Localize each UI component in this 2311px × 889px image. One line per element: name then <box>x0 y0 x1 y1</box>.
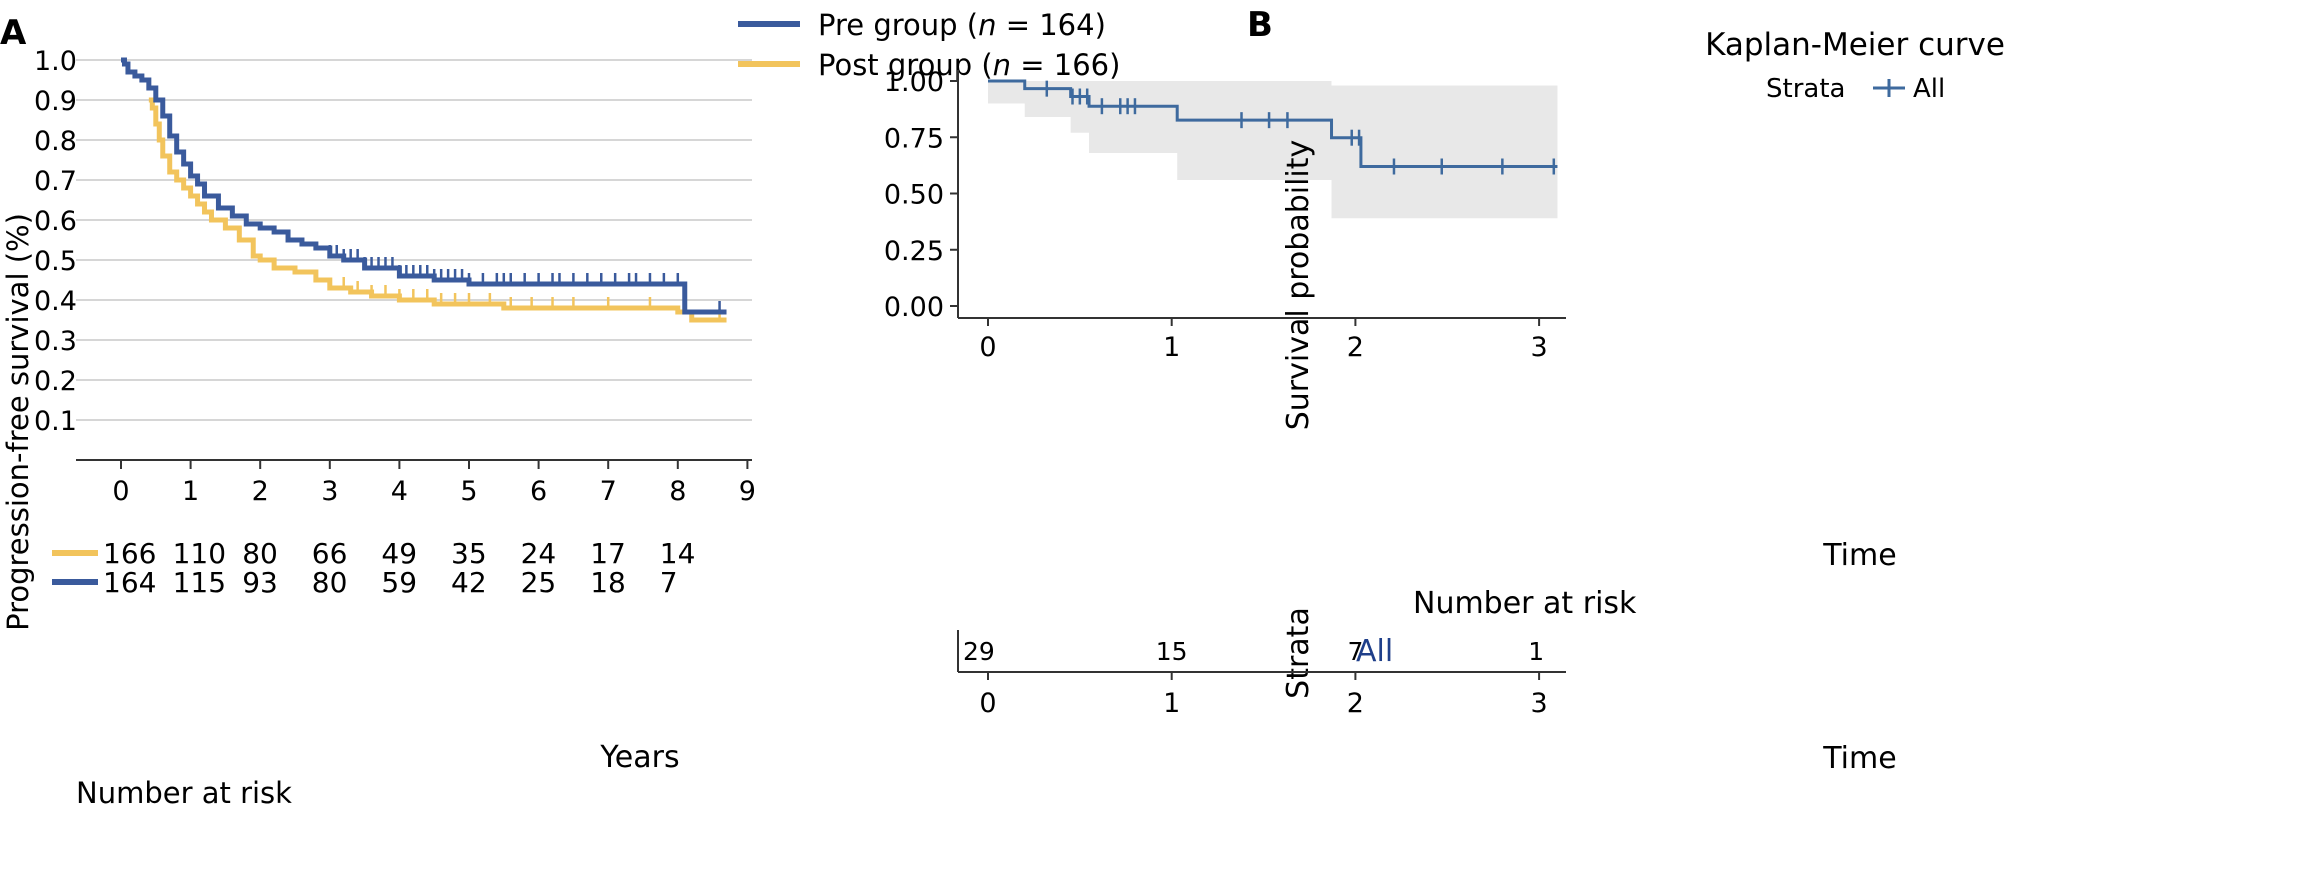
risk-value: 35 <box>451 537 487 570</box>
confidence-band <box>988 81 1558 219</box>
panel-a-legend: Pre group (n = 164) Post group (n = 166) <box>738 8 1120 82</box>
x-tick-label: 3 <box>1531 332 1548 363</box>
panel-a-gridlines <box>76 59 752 421</box>
panel-b-title: Kaplan-Meier curve <box>1705 27 2005 63</box>
risk-value: 29 <box>963 637 995 666</box>
x-tick-label: 2 <box>1347 332 1364 363</box>
risk-x-tick-label: 1 <box>1163 688 1180 719</box>
risk-x-tick-label: 2 <box>1347 688 1364 719</box>
y-tick-label: 0.2 <box>34 366 77 397</box>
panel-b-y-axis-label: Survival probability <box>1281 140 1316 431</box>
panel-b-risk-strata-axis: Strata <box>1281 607 1316 699</box>
legend-pre-label: Pre group (n = 164) <box>818 8 1106 42</box>
x-tick-label: 7 <box>600 476 617 507</box>
y-tick-label: 0.25 <box>884 236 944 267</box>
risk-value: 66 <box>312 537 348 570</box>
risk-value: 17 <box>590 537 626 570</box>
risk-value: 42 <box>451 566 487 599</box>
panel-b-risk-strata-name: All <box>1356 634 1393 669</box>
x-tick-label: 0 <box>112 476 129 507</box>
risk-value: 7 <box>1347 637 1363 666</box>
panel-b-strata-label: Strata <box>1766 74 1845 104</box>
panel-a-x-axis: 0 1 2 3 4 5 6 7 8 9 <box>76 459 756 507</box>
panel-a-series <box>121 57 727 323</box>
y-tick-label: 0.75 <box>884 123 944 154</box>
risk-value: 164 <box>103 566 156 599</box>
risk-value: 25 <box>521 566 557 599</box>
x-tick-label: 8 <box>669 476 686 507</box>
y-tick-label: 0.1 <box>34 406 77 437</box>
x-tick-label: 4 <box>391 476 408 507</box>
panel-b-x-axis-label: Time <box>1822 538 1896 573</box>
panel-a-letter: A <box>0 13 27 53</box>
y-tick-label: 0.4 <box>34 286 77 317</box>
y-tick-label: 0.7 <box>34 166 77 197</box>
x-tick-label: 3 <box>321 476 338 507</box>
risk-value: 24 <box>521 537 557 570</box>
x-tick-label: 1 <box>182 476 199 507</box>
panel-b: B Kaplan-Meier curve Strata All 0.00 0.25… <box>884 5 2005 776</box>
x-tick-label: 2 <box>252 476 269 507</box>
x-tick-label: 5 <box>460 476 477 507</box>
risk-value: 110 <box>173 537 226 570</box>
risk-value: 93 <box>242 566 278 599</box>
x-tick-label: 6 <box>530 476 547 507</box>
risk-x-tick-label: 0 <box>979 688 996 719</box>
risk-value: 166 <box>103 537 156 570</box>
panel-b-series <box>988 79 1558 175</box>
y-tick-label: 0.00 <box>884 292 944 323</box>
y-tick-label: 0.50 <box>884 180 944 211</box>
x-tick-label: 0 <box>979 332 996 363</box>
legend-post-label: Post group (n = 166) <box>818 48 1120 82</box>
y-tick-label: 0.9 <box>34 86 77 117</box>
panel-b-risk-table: 0 1 2 3 29 15 7 1 <box>957 630 1566 719</box>
panel-b-legend-key <box>1873 79 1905 97</box>
panel-a-x-axis-label: Years <box>599 740 679 775</box>
panel-a-y-axis-label: Progression-free survival (%) <box>1 213 35 631</box>
panel-b-letter: B <box>1247 5 1273 45</box>
risk-value: 115 <box>173 566 226 599</box>
risk-value: 1 <box>1528 637 1544 666</box>
panel-b-axes: 0.00 0.25 0.50 0.75 1.00 0 1 2 3 <box>884 67 1566 363</box>
y-tick-label: 0.5 <box>34 246 77 277</box>
y-tick-label: 0.6 <box>34 206 77 237</box>
risk-value: 59 <box>381 566 417 599</box>
x-tick-label: 9 <box>739 476 756 507</box>
panel-a-risk-title: Number at risk <box>76 776 292 810</box>
risk-x-tick-label: 3 <box>1531 688 1548 719</box>
risk-value: 15 <box>1156 637 1188 666</box>
risk-value: 49 <box>381 537 417 570</box>
panel-a-y-tick-labels: 0.1 0.2 0.3 0.4 0.5 0.6 0.7 0.8 0.9 1.0 <box>34 46 77 437</box>
panel-b-risk-x-axis-label: Time <box>1822 741 1896 776</box>
panel-b-confidence-band <box>988 81 1558 219</box>
risk-value: 80 <box>312 566 348 599</box>
risk-value: 7 <box>660 566 678 599</box>
series-line <box>148 97 727 323</box>
risk-value: 18 <box>590 566 626 599</box>
series-line <box>988 79 1558 168</box>
risk-value: 14 <box>660 537 696 570</box>
y-tick-label: 1.00 <box>884 67 944 98</box>
panel-a: A Pre group (n = 164) Post group (n = 16… <box>0 8 1120 810</box>
y-tick-label: 0.3 <box>34 326 77 357</box>
x-tick-label: 1 <box>1163 332 1180 363</box>
y-tick-label: 0.8 <box>34 126 77 157</box>
panel-b-strata-all: All <box>1913 74 1945 104</box>
panel-b-risk-title: Number at risk <box>1413 586 1637 621</box>
y-tick-label: 1.0 <box>34 46 77 77</box>
risk-value: 80 <box>242 537 278 570</box>
